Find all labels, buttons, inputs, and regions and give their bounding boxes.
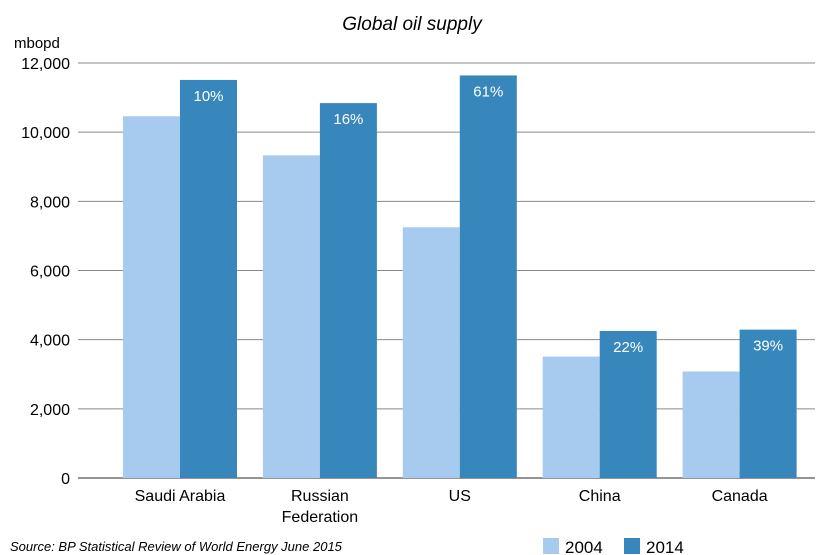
bar-data-label: 39%	[753, 338, 783, 355]
source-note: Source: BP Statistical Review of World E…	[10, 539, 343, 554]
chart-title: Global oil supply	[342, 14, 483, 35]
bar-data-label: 10%	[193, 88, 223, 105]
y-tick-label: 4,000	[30, 333, 70, 350]
y-tick-label: 8,000	[30, 194, 70, 211]
legend-swatch-2014	[624, 538, 640, 554]
x-category-label: US	[449, 488, 471, 505]
y-tick-label: 0	[61, 471, 70, 488]
y-tick-label: 2,000	[30, 402, 70, 419]
y-axis-unit-label: mbopd	[14, 35, 60, 52]
bar-data-label: 16%	[333, 111, 363, 128]
x-category-label: Saudi Arabia	[135, 488, 226, 505]
bars-group: 10% 16% 61% 22% 39%	[123, 75, 797, 478]
legend-label-2004: 2004	[565, 538, 603, 555]
x-category-label: Russian	[291, 488, 349, 505]
bar-2014-4	[739, 329, 797, 478]
bar-2004-1	[262, 155, 320, 478]
y-tick-label: 6,000	[30, 264, 70, 281]
bar-2014-0	[180, 79, 237, 478]
legend: 2004 2014	[543, 538, 684, 555]
y-tick-labels: 0 2,000 4,000 6,000 8,000 10,000 12,000	[21, 56, 70, 488]
bar-2004-3	[542, 356, 600, 478]
x-category-label: Canada	[712, 488, 768, 505]
y-tick-label: 12,000	[21, 56, 70, 73]
legend-swatch-2004	[543, 538, 559, 554]
bar-2004-4	[682, 371, 740, 478]
x-category-label: China	[579, 488, 621, 505]
bar-2014-3	[599, 331, 657, 478]
bar-2004-2	[402, 227, 460, 478]
bar-2014-1	[319, 103, 377, 478]
bar-data-label: 22%	[613, 339, 643, 356]
y-tick-label: 10,000	[21, 125, 70, 142]
bar-data-label: 61%	[473, 83, 503, 100]
bar-2004-0	[123, 116, 180, 478]
x-category-label: Federation	[282, 509, 359, 526]
bar-2014-2	[459, 75, 517, 478]
x-category-labels: Saudi Arabia Russian Federation US China Cana…	[135, 488, 768, 526]
legend-label-2014: 2014	[646, 538, 684, 555]
